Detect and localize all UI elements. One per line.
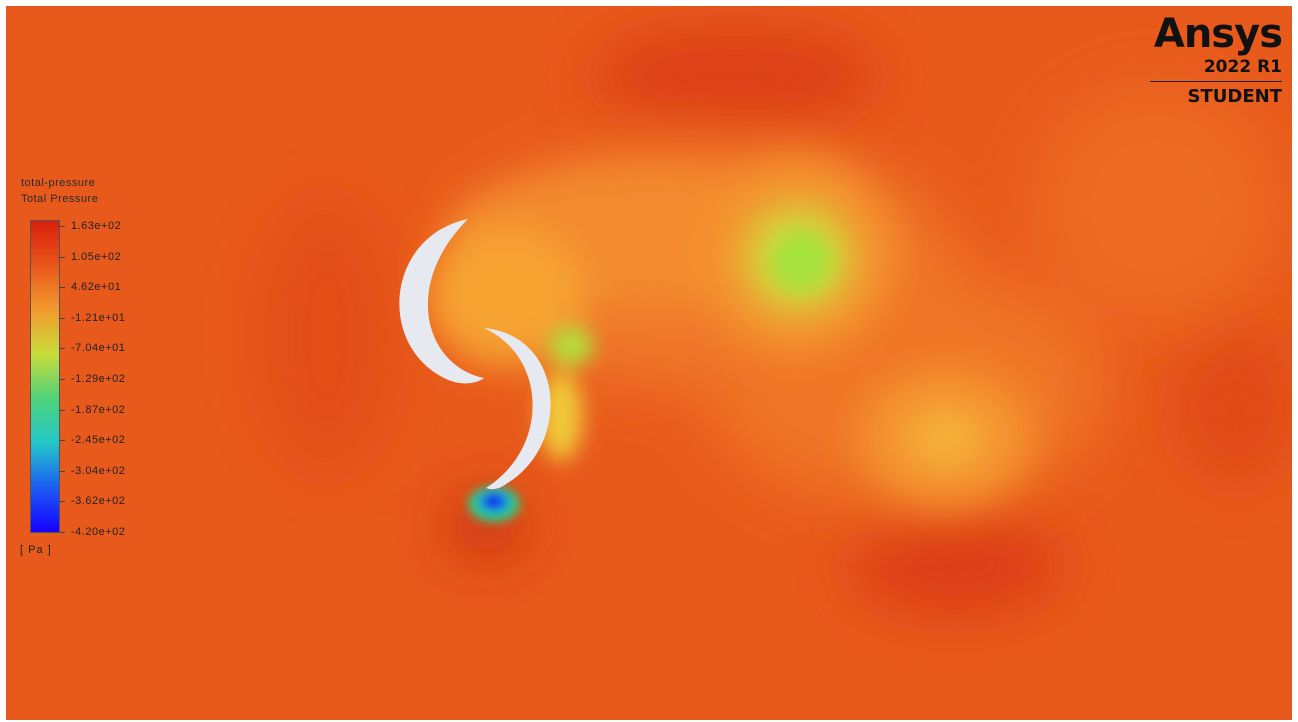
contour-viewport[interactable]: total-pressure Total Pressure 1.63e+02 1.…	[6, 6, 1292, 720]
legend-tick-mark	[60, 317, 65, 319]
logo-version: 2022 R1	[1150, 56, 1282, 82]
legend-tick-label: -4.20e+02	[71, 526, 126, 538]
legend-tick-label: 1.05e+02	[71, 250, 122, 263]
legend-tick-label: -3.04e+02	[71, 464, 126, 477]
legend-tick-mark	[60, 287, 65, 289]
legend-tick-label: -1.21e+01	[71, 311, 126, 324]
legend-tick-mark	[60, 226, 65, 227]
legend-tick-mark	[60, 256, 65, 258]
upper-blade	[399, 219, 484, 384]
legend-tick-label: -3.62e+02	[71, 495, 126, 508]
legend-tick-mark	[60, 379, 65, 380]
color-legend-bar	[30, 220, 60, 533]
legend-tick-mark	[60, 409, 65, 411]
legend-tick-mark	[60, 501, 65, 503]
legend-tick-mark	[60, 532, 65, 533]
legend-tick-label: 1.63e+02	[71, 220, 122, 232]
legend-tick-mark	[60, 348, 65, 350]
legend-tick-mark	[60, 440, 65, 442]
pressure-contour-plot	[6, 6, 1292, 720]
legend-variable: total-pressure	[21, 177, 96, 189]
logo-edition: STUDENT	[1187, 86, 1282, 107]
ansys-logo: Ansys 2022 R1 STUDENT	[1150, 11, 1283, 109]
logo-brand: Ansys	[1153, 11, 1283, 57]
low-pressure-tip	[468, 486, 520, 522]
legend-tick-label: -2.45e+02	[71, 434, 126, 447]
legend-tick-label: -1.29e+02	[71, 373, 126, 385]
legend-tick-label: -1.87e+02	[71, 403, 126, 416]
high-pressure-regions	[256, 26, 1292, 616]
legend-tick-label: 4.62e+01	[71, 281, 122, 294]
legend-title: Total Pressure	[21, 193, 99, 205]
legend-tick-label: -7.04e+01	[71, 342, 126, 355]
lower-blade	[484, 328, 551, 490]
legend-units: [ Pa ]	[20, 544, 52, 556]
legend-tick-mark	[60, 470, 65, 472]
